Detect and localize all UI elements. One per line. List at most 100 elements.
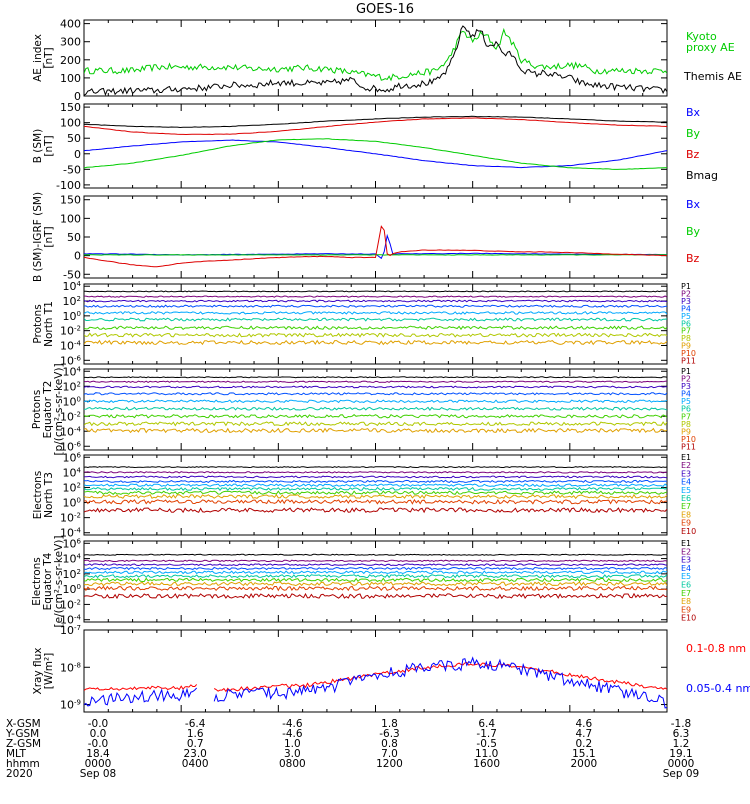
- x-table-row-label: 2020: [6, 768, 33, 780]
- legend-entry: Bz: [686, 252, 700, 265]
- y-tick-label: 104: [63, 280, 82, 293]
- y-tick-label: 0: [74, 250, 81, 263]
- series-group: [84, 658, 667, 708]
- y-axis-label: [nT]: [43, 135, 55, 156]
- series-group: [84, 377, 667, 433]
- series-line-e1: [84, 467, 667, 468]
- series-line-bz: [84, 226, 667, 266]
- series-line-e5: [84, 484, 667, 486]
- series-line-e7: [84, 491, 667, 494]
- x-table-cell: 2000: [570, 758, 597, 770]
- x-table-cell: 0400: [182, 758, 209, 770]
- y-axis-label: [p/(cm²-s-sr-keV)]: [53, 363, 65, 455]
- y-axis-label: [e/(cm²-s-sr-keV)]: [53, 536, 65, 628]
- legend-entry: E10: [681, 614, 696, 623]
- y-tick-label: 0: [74, 148, 81, 161]
- y-tick-label: 104: [63, 365, 82, 378]
- y-tick-label: 100: [63, 583, 81, 596]
- series-line-p4: [84, 305, 667, 307]
- series-line-p1: [84, 291, 667, 292]
- x-table-cell: 1200: [376, 758, 403, 770]
- legend-entry: proxy AE: [686, 41, 735, 54]
- plot-title: GOES-16: [356, 2, 414, 17]
- y-tick-label: 104: [63, 553, 82, 566]
- y-axis-label: North T1: [43, 301, 55, 347]
- y-tick-label: 100: [63, 395, 81, 408]
- series-line-e9: [84, 586, 667, 590]
- series-line-0-1-0-8-nm: [84, 663, 667, 692]
- series-line-e10: [84, 594, 667, 598]
- y-tick-label: -100: [56, 179, 81, 192]
- series-line-p5: [84, 312, 667, 314]
- series-line-e8: [84, 495, 667, 499]
- series-line-e4: [84, 480, 667, 482]
- y-tick-label: 100: [60, 117, 81, 130]
- series-line-p5: [84, 400, 667, 402]
- y-tick-label: 10-8: [60, 661, 81, 674]
- series-line-e9: [84, 500, 667, 504]
- y-tick-label: 10-9: [60, 699, 81, 712]
- series-line-p3: [84, 300, 667, 302]
- y-axis-label: [W/m²]: [43, 653, 55, 690]
- y-tick-label: 102: [63, 380, 81, 393]
- legend-entry: Bx: [686, 106, 701, 119]
- x-table-cell: Sep 09: [663, 768, 700, 780]
- series-line-e10: [84, 508, 667, 512]
- series-line-e6: [84, 488, 667, 491]
- y-tick-label: 10-2: [60, 512, 81, 525]
- series-line-e5: [84, 571, 667, 573]
- panel-frame: [84, 196, 667, 278]
- y-tick-label: 104: [63, 466, 82, 479]
- y-tick-label: 150: [60, 194, 81, 207]
- series-line-0-05-0-4-nm: [84, 658, 667, 708]
- y-tick-label: 300: [60, 36, 81, 49]
- series-line-p1: [84, 377, 667, 378]
- y-tick-label: 100: [60, 72, 81, 85]
- legend-entry: Bz: [686, 148, 700, 161]
- series-line-bz: [84, 118, 667, 135]
- series-group: [84, 26, 667, 95]
- series-line-p2: [84, 296, 667, 297]
- panel-frame: [84, 630, 667, 712]
- y-axis-label: North T3: [43, 472, 55, 518]
- series-line-e8: [84, 582, 667, 586]
- x-axis-table: X-GSMY-GSMZ-GSMMLThhmm2020-0.00.0-0.018.…: [5, 718, 699, 780]
- y-tick-label: 50: [67, 132, 81, 145]
- legend-entry: Bx: [686, 198, 701, 211]
- series-line-e3: [84, 564, 667, 566]
- series-line-p6: [84, 318, 667, 321]
- series-line-p4: [84, 393, 667, 395]
- series-line-kyoto-proxy-ae: [84, 30, 667, 81]
- y-tick-label: 100: [63, 497, 81, 510]
- series-group: [84, 291, 667, 344]
- y-tick-label: 400: [60, 18, 81, 31]
- series-line-e2: [84, 472, 667, 473]
- y-tick-label: 150: [60, 101, 81, 114]
- legend-entry: P11: [681, 357, 696, 366]
- series-line-e2: [84, 560, 667, 561]
- y-tick-label: 106: [63, 451, 82, 464]
- y-tick-label: 102: [63, 568, 81, 581]
- series-line-p8: [84, 333, 667, 336]
- series-group: [84, 226, 667, 266]
- y-tick-label: 10-4: [60, 339, 82, 352]
- y-tick-label: 100: [63, 310, 81, 323]
- series-group: [84, 554, 667, 598]
- series-group: [84, 467, 667, 513]
- series-line-p8: [84, 422, 667, 426]
- series-line-bx: [84, 140, 667, 168]
- y-tick-label: 200: [60, 54, 81, 67]
- y-tick-label: 10-2: [60, 325, 81, 338]
- series-group: [84, 116, 667, 169]
- series-line-p6: [84, 407, 667, 410]
- series-line-e3: [84, 476, 667, 478]
- y-tick-label: -50: [63, 163, 81, 176]
- series-line-e4: [84, 568, 667, 570]
- legend-entry: By: [686, 225, 701, 238]
- series-line-p7: [84, 326, 667, 329]
